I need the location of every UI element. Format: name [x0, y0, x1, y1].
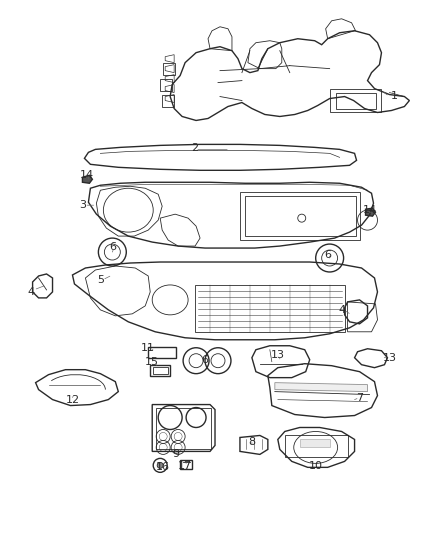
- Text: 8: 8: [248, 438, 255, 447]
- Text: 15: 15: [145, 357, 159, 367]
- Text: 2: 2: [191, 143, 199, 154]
- Text: 6: 6: [109, 242, 116, 252]
- Text: 16: 16: [156, 462, 170, 472]
- Text: 14: 14: [79, 170, 93, 180]
- Text: 17: 17: [178, 462, 192, 471]
- Text: 4: 4: [338, 305, 345, 315]
- Text: 1: 1: [391, 91, 398, 101]
- Text: 13: 13: [271, 350, 285, 360]
- Text: 5: 5: [97, 275, 104, 285]
- Text: 6: 6: [324, 250, 331, 260]
- Text: 6: 6: [201, 354, 208, 365]
- Polygon shape: [366, 208, 375, 216]
- Polygon shape: [300, 439, 330, 447]
- Text: 12: 12: [65, 394, 80, 405]
- Text: 7: 7: [356, 393, 363, 402]
- Text: 9: 9: [173, 449, 180, 459]
- Text: 13: 13: [382, 353, 396, 363]
- Text: 4: 4: [27, 287, 34, 297]
- Text: 11: 11: [141, 343, 155, 353]
- Text: 14: 14: [363, 205, 377, 215]
- Ellipse shape: [157, 462, 163, 469]
- Text: 3: 3: [79, 200, 86, 210]
- Text: 10: 10: [309, 462, 323, 471]
- Polygon shape: [82, 175, 92, 183]
- Polygon shape: [275, 383, 367, 392]
